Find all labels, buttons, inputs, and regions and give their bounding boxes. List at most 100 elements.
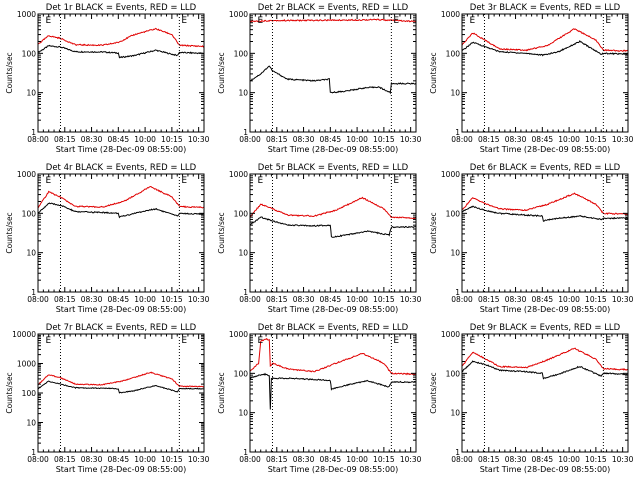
x-axis-label: Start Time (28-Dec-09 08:55:00) [56,305,187,314]
x-tick-label: 08:30 [81,455,103,464]
x-tick-label: 08:30 [81,135,103,144]
x-tick-label: 10:30 [188,295,210,304]
y-tick-label: 10 [238,409,248,418]
y-tick-label: 10 [238,249,248,258]
event-marker-label: E [393,176,399,186]
series-events-line [249,372,417,410]
x-tick-label: 08:30 [505,295,527,304]
y-tick-label: 1 [31,128,36,137]
x-tick-label: 10:00 [134,295,156,304]
x-tick-label: 08:30 [293,135,315,144]
event-marker-label: E [469,16,475,26]
y-tick-label: 100 [234,209,249,218]
x-tick-label: 08:15 [54,295,76,304]
panel-5: Det 5r BLACK = Events, RED = LLD E E 1 10 100… [217,163,422,314]
event-marker-label: E [181,16,187,26]
x-axis-label: Start Time (28-Dec-09 08:55:00) [56,145,187,154]
series-events-line [249,216,417,238]
series-events-line [249,65,417,95]
y-tick-label: 1 [31,288,36,297]
series-lld-line [37,27,205,48]
x-tick-label: 08:30 [293,455,315,464]
panel-title: Det 4r BLACK = Events, RED = LLD [46,163,197,173]
plot-frame [249,333,417,453]
x-tick-label: 10:30 [188,455,210,464]
event-marker-label: E [469,336,475,346]
panel-3: Det 3r BLACK = Events, RED = LLD E E 1 10 100… [429,3,634,154]
y-tick-label: 1000 [441,170,460,179]
y-tick-label: 1000 [441,330,460,339]
event-marker-label: E [257,336,263,346]
x-axis-label: Start Time (28-Dec-09 08:55:00) [268,465,399,474]
plot-frame [461,173,629,293]
x-tick-label: 08:15 [266,135,288,144]
panel-title: Det 9r BLACK = Events, RED = LLD [470,323,621,333]
y-tick-label: 1 [455,128,460,137]
y-tick-label: 10 [450,249,460,258]
x-tick-label: 08:15 [478,135,500,144]
y-tick-label: 1000 [17,10,36,19]
event-marker-label: E [257,16,263,26]
panel-1: Det 1r BLACK = Events, RED = LLD E E 1 10 100… [5,3,210,154]
x-tick-label: 08:15 [54,455,76,464]
y-tick-label: 10 [26,89,36,98]
series-events-line [462,360,628,380]
x-tick-label: 10:15 [161,135,183,144]
y-tick-label: 1 [31,448,36,457]
x-tick-label: 10:15 [585,455,607,464]
y-tick-label: 100 [234,49,249,58]
panel-title: Det 6r BLACK = Events, RED = LLD [470,163,621,173]
x-tick-label: 10:30 [400,135,422,144]
x-tick-label: 08:30 [293,295,315,304]
panel-title: Det 5r BLACK = Events, RED = LLD [258,163,409,173]
y-axis-label: Counts/sec [217,372,226,413]
x-tick-label: 08:30 [505,455,527,464]
y-axis-label: Counts/sec [5,52,14,93]
x-tick-label: 10:30 [612,135,634,144]
x-tick-label: 10:15 [373,135,395,144]
event-marker-label: E [393,16,399,26]
x-tick-label: 08:45 [108,135,130,144]
y-axis-label: Counts/sec [429,372,438,413]
panel-title: Det 3r BLACK = Events, RED = LLD [470,3,621,13]
x-axis-label: Start Time (28-Dec-09 08:55:00) [268,145,399,154]
y-axis-label: Counts/sec [217,212,226,253]
x-tick-label: 08:00 [239,455,261,464]
series-events-line [461,39,629,57]
y-axis-label: Counts/sec [217,52,226,93]
y-tick-label: 1000 [17,360,36,369]
y-axis-label: Counts/sec [5,372,14,413]
y-tick-label: 10000 [12,330,36,339]
panel-2: Det 2r BLACK = Events, RED = LLD E E 1 10 100… [217,3,422,154]
event-marker-label: E [45,336,51,346]
x-tick-label: 08:00 [451,455,473,464]
y-tick-label: 1000 [229,330,248,339]
y-tick-label: 100 [234,369,249,378]
panel-title: Det 8r BLACK = Events, RED = LLD [258,323,409,333]
x-tick-label: 10:30 [400,455,422,464]
y-tick-label: 1000 [17,170,36,179]
y-tick-label: 10 [450,409,460,418]
x-tick-label: 10:15 [585,295,607,304]
panel-7: Det 7r BLACK = Events, RED = LLD E E 1 10 100… [5,323,210,474]
x-tick-label: 08:45 [532,295,554,304]
y-axis-label: Counts/sec [429,52,438,93]
y-tick-label: 100 [22,389,37,398]
series-events-line [461,205,629,222]
y-tick-label: 100 [446,209,461,218]
x-tick-label: 08:45 [320,295,342,304]
x-axis-label: Start Time (28-Dec-09 08:55:00) [480,145,611,154]
x-tick-label: 10:00 [346,455,368,464]
event-marker-label: E [45,16,51,26]
y-tick-label: 10 [450,89,460,98]
series-lld-line [461,28,628,52]
series-lld-line [461,347,629,371]
event-marker-label: E [469,176,475,186]
event-marker-label: E [45,176,51,186]
y-tick-label: 10 [26,249,36,258]
event-marker-label: E [605,16,611,26]
x-tick-label: 08:45 [320,135,342,144]
series-lld-line [249,196,417,220]
x-axis-label: Start Time (28-Dec-09 08:55:00) [56,465,187,474]
y-tick-label: 1000 [229,170,248,179]
